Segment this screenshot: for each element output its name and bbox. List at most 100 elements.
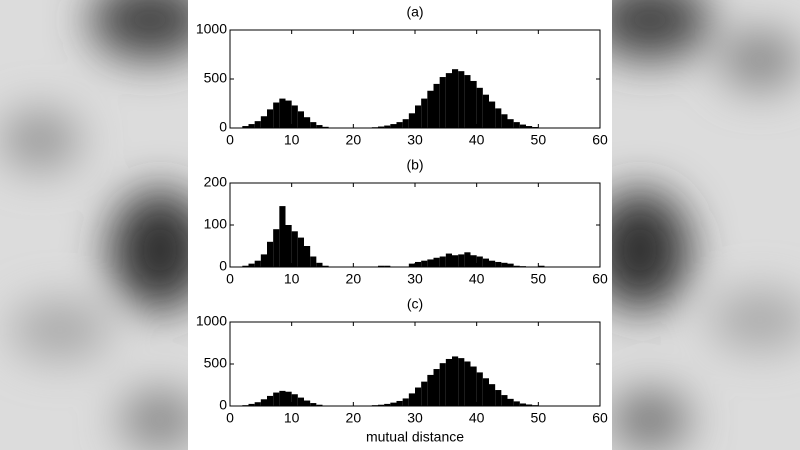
y-tick-label: 100: [204, 216, 228, 232]
histogram-bar: [279, 206, 286, 267]
x-tick-label: 40: [469, 410, 485, 426]
histogram-bar: [254, 260, 261, 267]
histogram-bar: [526, 404, 533, 406]
histogram-bar: [458, 71, 465, 128]
x-tick-label: 60: [592, 271, 608, 287]
x-tick-label: 40: [469, 132, 485, 148]
histogram-bar: [427, 90, 434, 128]
x-tick-label: 20: [346, 410, 362, 426]
histogram-bar: [291, 394, 298, 406]
histogram-bar: [476, 256, 483, 267]
histogram-bar: [310, 403, 317, 406]
histogram-bar: [248, 403, 255, 406]
histogram-bar: [464, 361, 471, 406]
histogram-bar: [452, 255, 459, 267]
histogram-bar: [495, 390, 502, 406]
histogram-bar: [415, 261, 422, 267]
y-tick-label: 1000: [196, 313, 227, 329]
histogram-bar: [322, 126, 329, 128]
y-tick-label: 500: [204, 70, 228, 86]
histogram-bar: [384, 125, 391, 128]
histogram-bar: [495, 261, 502, 267]
y-tick-label: 0: [219, 397, 227, 413]
histogram-bar: [242, 265, 249, 267]
histogram-bar: [421, 381, 428, 406]
histogram-bar: [248, 124, 255, 128]
histogram-bar: [519, 124, 526, 128]
x-tick-label: 10: [284, 410, 300, 426]
histogram-bar: [402, 398, 409, 406]
histogram-bar: [452, 356, 459, 406]
histogram-bar: [482, 378, 489, 406]
histogram-bar: [538, 265, 545, 267]
histogram-bar: [378, 265, 385, 267]
histogram-bar: [464, 75, 471, 128]
histogram-bar: [242, 126, 249, 128]
x-tick-label: 20: [346, 271, 362, 287]
histogram-bar: [445, 253, 452, 267]
histogram-bar: [513, 401, 520, 406]
histogram-bar: [452, 69, 459, 128]
subplot-title: (c): [407, 296, 423, 312]
histogram-bar: [427, 259, 434, 267]
histogram-bar: [427, 374, 434, 406]
histogram-bar: [260, 399, 267, 406]
histogram-bar: [439, 363, 446, 406]
histogram-bar: [421, 98, 428, 128]
histogram-bar: [489, 260, 496, 267]
histogram-bar: [464, 252, 471, 267]
histogram-bar: [378, 404, 385, 406]
histogram-bar: [297, 111, 304, 128]
histogram-bar: [254, 402, 261, 406]
x-tick-label: 30: [407, 132, 423, 148]
histogram-bar: [390, 402, 397, 406]
x-tick-label: 10: [284, 132, 300, 148]
histogram-bar: [476, 87, 483, 128]
histogram-bar: [291, 231, 298, 267]
histogram-bar: [513, 122, 520, 128]
histogram-bar: [470, 255, 477, 267]
y-tick-label: 200: [204, 174, 228, 190]
histogram-bar: [458, 254, 465, 267]
histogram-bar: [519, 403, 526, 406]
histogram-bar: [408, 393, 415, 406]
histogram-bar: [501, 395, 508, 406]
histogram-bar: [267, 109, 274, 128]
histogram-bar: [501, 262, 508, 267]
histogram-bar: [445, 73, 452, 128]
histogram-bar: [254, 121, 261, 128]
histogram-bar: [396, 400, 403, 406]
x-tick-label: 30: [407, 271, 423, 287]
histogram-bar: [476, 372, 483, 406]
histogram-bar: [402, 119, 409, 128]
histogram-bar: [378, 126, 385, 128]
histogram-bar: [384, 403, 391, 406]
histogram-bar: [439, 256, 446, 267]
figure-panel: [188, 0, 612, 450]
histogram-bar: [501, 114, 508, 128]
histogram-bar: [421, 260, 428, 267]
histogram-bar: [285, 225, 292, 267]
histogram-bar: [291, 105, 298, 128]
histogram-bar: [285, 100, 292, 128]
histogram-bar: [526, 126, 533, 128]
histogram-bar: [408, 263, 415, 267]
x-tick-label: 10: [284, 271, 300, 287]
x-tick-label: 50: [531, 410, 547, 426]
y-tick-label: 1000: [196, 21, 227, 37]
histogram-bar: [297, 397, 304, 406]
histogram-bar: [482, 94, 489, 128]
histogram-bar: [433, 83, 440, 128]
histogram-bar: [285, 391, 292, 406]
x-tick-label: 50: [531, 271, 547, 287]
histogram-bar: [248, 263, 255, 267]
x-tick-label: 0: [226, 132, 234, 148]
x-tick-label: 0: [226, 271, 234, 287]
histogram-bar: [260, 254, 267, 267]
x-tick-label: 20: [346, 132, 362, 148]
histogram-bar: [316, 404, 323, 406]
histogram-bar: [433, 369, 440, 406]
histogram-bar: [297, 237, 304, 267]
